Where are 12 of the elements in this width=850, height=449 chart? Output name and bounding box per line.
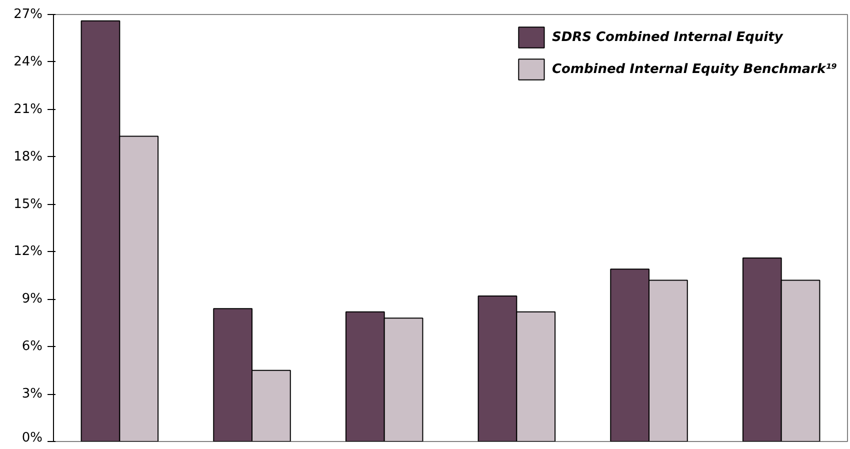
y-tick-label: 27% (14, 7, 43, 22)
y-tick-label: 3% (22, 386, 42, 402)
y-tick-label: 24% (14, 54, 43, 70)
y-tick-label: 12% (14, 244, 43, 260)
y-tick-label: 6% (22, 339, 42, 354)
y-tick-label: 0% (22, 430, 42, 446)
y-tick-label: 18% (14, 149, 43, 164)
legend-label: SDRS Combined Internal Equity (552, 30, 783, 44)
y-tick-label: 21% (14, 102, 43, 117)
legend-label: Combined Internal Equity Benchmark¹⁹ (552, 62, 837, 76)
y-tick-label: 9% (22, 292, 42, 307)
y-tick-label: 15% (14, 196, 43, 212)
